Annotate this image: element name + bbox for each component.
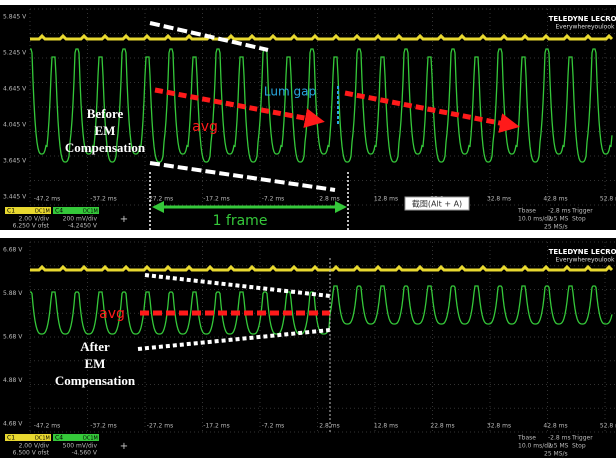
channel-scale: 500 mV/div	[63, 443, 98, 450]
timebase: -2.8 ms	[548, 208, 571, 215]
x-tick-label: -47.2 ms	[34, 196, 60, 203]
timebase: -2.8 ms	[548, 435, 571, 442]
trigger: Trigger	[571, 208, 593, 215]
hint: 截图(Alt + A)	[412, 199, 462, 209]
scope-figure: 5.845 V 5.245 V 4.645 V 4.045 V 3.645 V 3.445…	[0, 0, 616, 458]
y-tick-label: 4.645 V	[3, 86, 27, 93]
y-tick-label: 4.88 V	[3, 377, 23, 384]
channel-offset: 6.250 V ofst	[13, 223, 50, 230]
y-tick-label: 3.645 V	[3, 158, 27, 165]
channel-offset: 6.500 V ofst	[13, 450, 50, 457]
timebase: Tbase	[517, 208, 536, 215]
timebase: 2.5 MS	[548, 216, 569, 223]
x-tick-label: 42.8 ms	[543, 196, 567, 203]
page: body { margin: 0; background: #fff; font…	[0, 0, 616, 458]
caption: EM	[85, 356, 106, 371]
x-tick-label: -7.2 ms	[262, 423, 285, 430]
x-tick-label: 32.8 ms	[487, 423, 511, 430]
lum-gap: Lum gap	[264, 85, 316, 99]
y-tick-label: 4.68 V	[3, 421, 23, 428]
brand: TELEDYNE LECROY	[549, 15, 616, 23]
channel-scale: 2.00 V/div	[19, 443, 50, 450]
x-tick-label: 2.8 ms	[319, 196, 339, 203]
y-tick-label: 5.245 V	[3, 50, 27, 57]
channel-offset: -4.560 V	[72, 450, 98, 457]
trigger: Stop	[572, 443, 586, 450]
trigger: 25 MS/s	[544, 451, 568, 458]
channel-scale: 2.00 V/div	[19, 216, 50, 223]
channel-coupling: DC1M	[83, 436, 98, 442]
trigger: 25 MS/s	[544, 224, 568, 231]
caption: Before	[87, 106, 124, 121]
channel-coupling: DC1M	[35, 209, 50, 215]
x-tick-label: -27.2 ms	[147, 423, 173, 430]
avg-label: avg	[192, 119, 218, 135]
trigger: Stop	[572, 216, 586, 223]
x-tick-label: 12.8 ms	[374, 423, 398, 430]
x-tick-label: -37.2 ms	[90, 423, 116, 430]
channel-id: C1	[7, 208, 15, 215]
channel-offset: -4.2450 V	[68, 223, 98, 230]
x-tick-label: 12.8 ms	[374, 196, 398, 203]
channel-id: C4	[55, 208, 63, 215]
y-tick-label: 5.88 V	[3, 290, 23, 297]
x-tick-label: -17.2 ms	[203, 196, 229, 203]
x-tick-label: 32.8 ms	[487, 196, 511, 203]
tagline: Everywhereyoulook	[556, 257, 616, 264]
y-tick-label: 5.68 V	[3, 334, 23, 341]
add-channel: +	[120, 441, 128, 452]
channel-id: C4	[55, 435, 63, 442]
channel-coupling: DC1M	[83, 209, 98, 215]
caption: After	[80, 339, 110, 354]
y-tick-label: 4.045 V	[3, 122, 27, 129]
x-tick-label: -27.2 ms	[147, 196, 173, 203]
x-tick-label: 42.8 ms	[543, 423, 567, 430]
frame-label: 1 frame	[213, 213, 268, 229]
x-tick-label: -7.2 ms	[262, 196, 285, 203]
caption: Compensation	[55, 373, 136, 388]
y-tick-label: 5.845 V	[3, 14, 27, 21]
add-channel: +	[120, 214, 128, 225]
timebase: Tbase	[517, 435, 536, 442]
channel-coupling: DC1M	[35, 436, 50, 442]
caption: EM	[95, 123, 116, 138]
x-tick-label: 52.8 ms	[600, 196, 616, 203]
brand: TELEDYNE LECROY	[549, 248, 616, 256]
x-tick-label: 22.8 ms	[430, 423, 454, 430]
tagline: Everywhereyoulook	[556, 24, 616, 31]
trigger: Trigger	[571, 435, 593, 442]
y-tick-label: 6.68 V	[3, 247, 23, 254]
timebase: 2.5 MS	[548, 443, 569, 450]
avg-label: avg	[99, 306, 125, 322]
body: {"panels": [ {"y_labels": ["5.845 V", "5…	[0, 0, 616, 458]
x-tick-label: -37.2 ms	[90, 196, 116, 203]
x-tick-label: -17.2 ms	[203, 423, 229, 430]
channel-scale: 200 mV/div	[63, 216, 98, 223]
x-tick-label: 52.8 ms	[600, 423, 616, 430]
y-tick-label: 3.445 V	[3, 194, 27, 201]
x-tick-label: -47.2 ms	[34, 423, 60, 430]
caption: Compensation	[65, 140, 146, 155]
channel-id: C1	[7, 435, 15, 442]
